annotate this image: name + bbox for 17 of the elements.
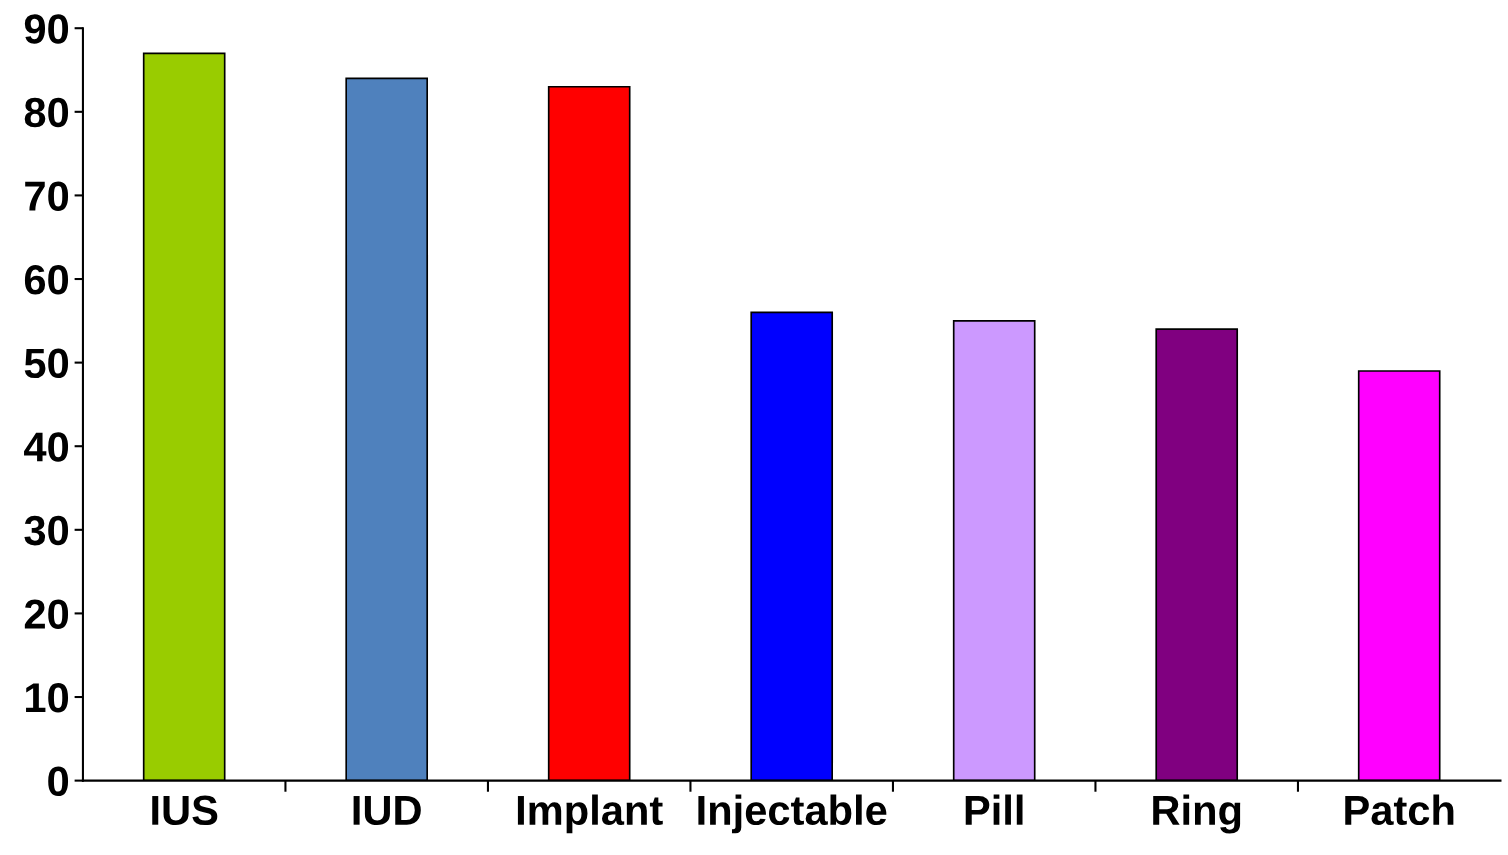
y-tick-label: 60 — [24, 265, 69, 295]
y-tick-label: 30 — [24, 515, 69, 546]
x-tick-label: Patch — [1345, 794, 1454, 826]
y-tick-label: 50 — [24, 348, 69, 379]
y-tick-label: 0 — [48, 766, 69, 797]
y-tick-label: 90 — [24, 14, 69, 44]
x-tick-label: Pill — [965, 794, 1023, 825]
y-tick-label: 10 — [26, 683, 69, 713]
x-tick-label: Injectable — [698, 794, 887, 834]
y-tick-label: 20 — [24, 599, 69, 629]
x-tick-label: Implant — [517, 794, 663, 834]
x-tick-label: IUS — [152, 795, 218, 826]
x-tick-label: IUD — [353, 796, 421, 826]
y-tick-label: 80 — [24, 97, 69, 128]
x-tick-label: Ring — [1153, 794, 1241, 834]
y-tick-label: 70 — [25, 181, 69, 211]
y-tick-label: 40 — [24, 432, 69, 462]
